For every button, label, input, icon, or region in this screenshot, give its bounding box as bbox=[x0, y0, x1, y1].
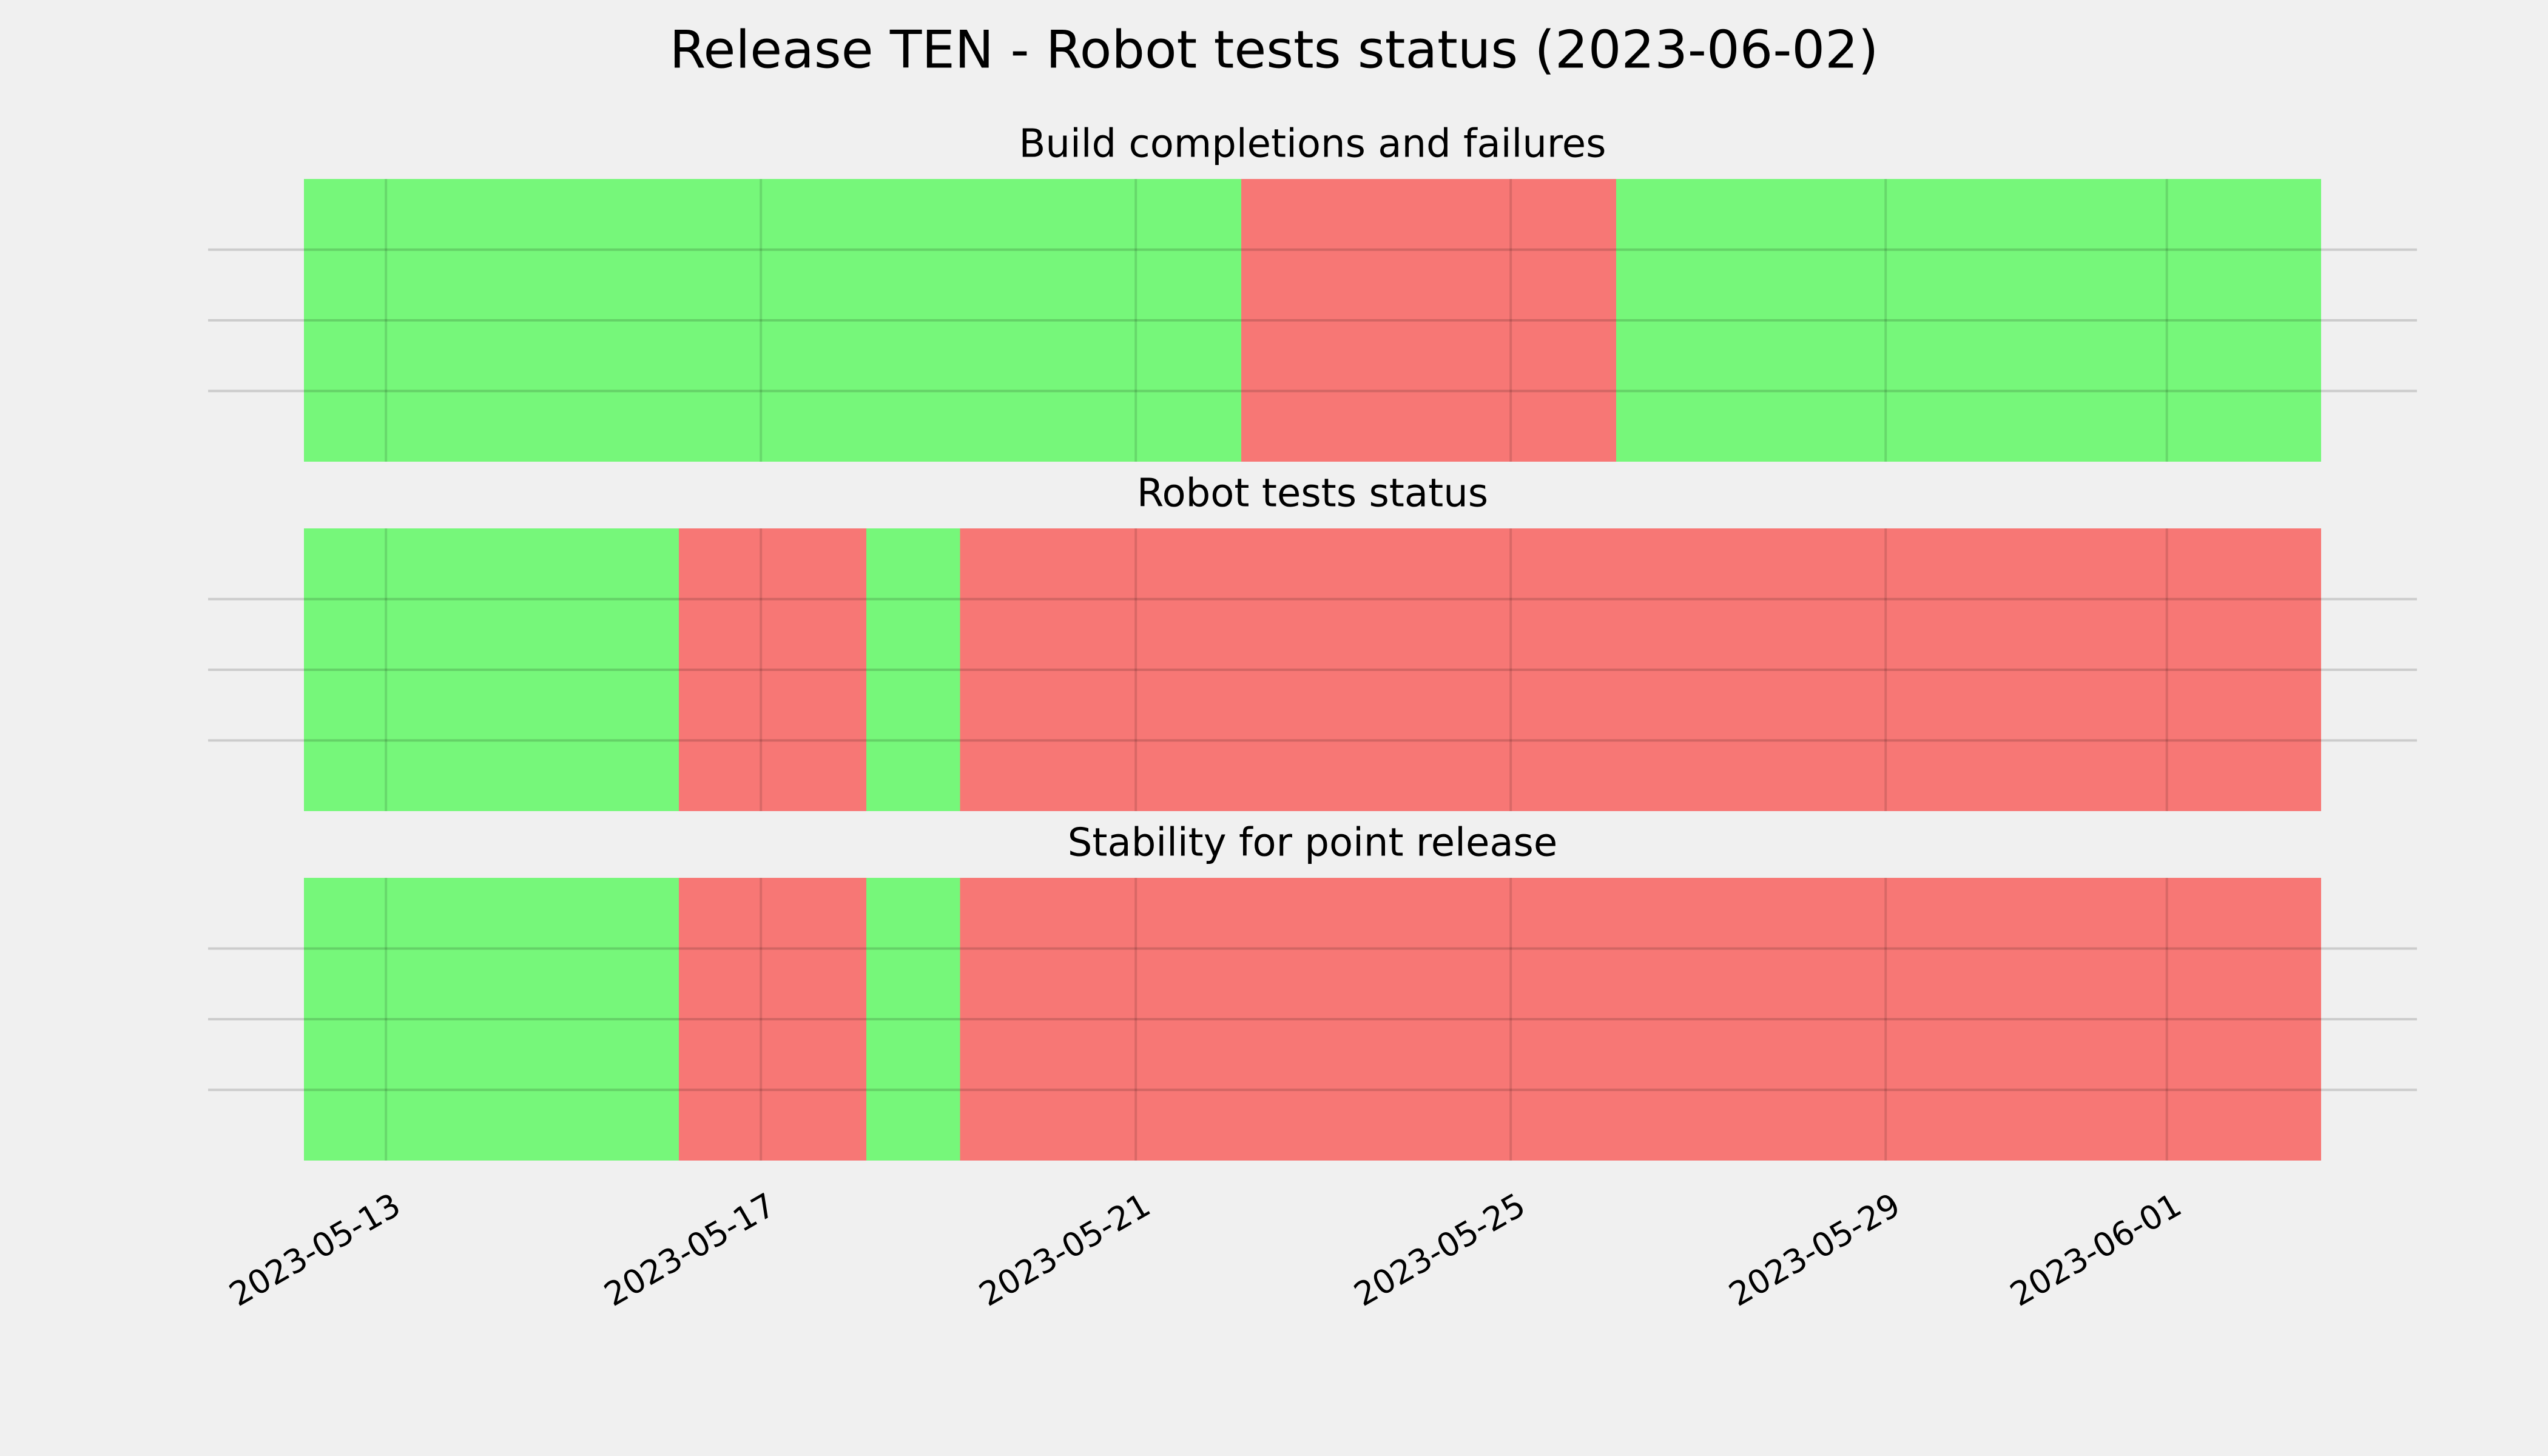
status-segment bbox=[1241, 179, 1617, 462]
status-segment bbox=[304, 528, 679, 811]
status-segment bbox=[866, 528, 960, 811]
status-segment bbox=[960, 528, 2321, 811]
status-segment bbox=[679, 878, 867, 1161]
status-segment bbox=[866, 878, 960, 1161]
chart-title: Release TEN - Robot tests status (2023-0… bbox=[670, 19, 1879, 80]
panel-title: Build completions and failures bbox=[1019, 122, 1606, 167]
status-segment bbox=[960, 878, 2321, 1161]
panel-title: Stability for point release bbox=[1068, 821, 1558, 866]
status-segment bbox=[1616, 179, 2321, 462]
status-segment bbox=[679, 528, 867, 811]
status-segment bbox=[304, 179, 1242, 462]
status-segment bbox=[304, 878, 679, 1161]
panel-title: Robot tests status bbox=[1137, 471, 1488, 516]
